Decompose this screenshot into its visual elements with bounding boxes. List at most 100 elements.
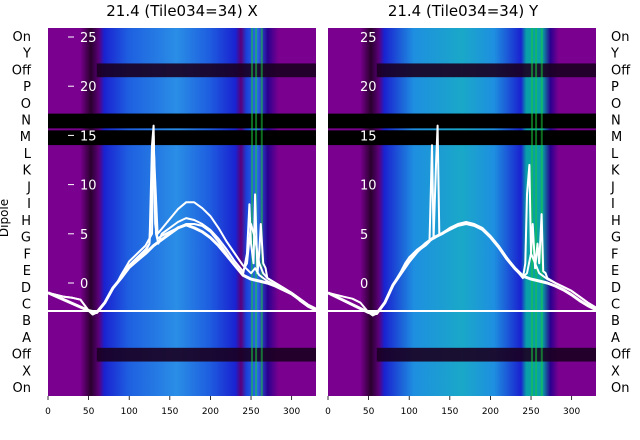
inner-ytick-label: 10 bbox=[360, 179, 377, 194]
xtick-label: 0 bbox=[45, 407, 51, 417]
row-label-5: N bbox=[611, 114, 621, 129]
row-label-3: P bbox=[23, 80, 31, 95]
row-label-13: F bbox=[611, 247, 618, 262]
panel-right-title: 21.4 (Tile034=34) Y bbox=[388, 2, 539, 20]
green-column-2 bbox=[540, 28, 543, 396]
y-axis-label-dipole: Dipole bbox=[0, 199, 11, 237]
xtick-label: 150 bbox=[161, 407, 178, 417]
row-label-19: Off bbox=[12, 348, 32, 363]
xtick-label: 300 bbox=[283, 407, 300, 417]
inner-ytick-label: 25 bbox=[360, 31, 377, 46]
panel-left-heatmap bbox=[48, 28, 316, 396]
black-band-row-5 bbox=[328, 113, 596, 129]
inner-ytick-label: 5 bbox=[80, 228, 88, 243]
xtick-label: 50 bbox=[363, 407, 375, 417]
trace-series-3 bbox=[47, 223, 317, 314]
inner-ytick-label: 10 bbox=[80, 179, 97, 194]
row-label-16: C bbox=[611, 298, 620, 313]
xtick-label: 250 bbox=[522, 407, 539, 417]
row-label-9: J bbox=[26, 180, 31, 195]
row-label-17: B bbox=[22, 314, 31, 329]
inner-ytick-label: 25 bbox=[80, 31, 97, 46]
row-label-2: Off bbox=[12, 63, 32, 78]
row-label-0: On bbox=[13, 30, 31, 45]
panel-right-inner-yticks: 0 5 10 15 20 25 bbox=[316, 31, 377, 292]
xtick-label: 300 bbox=[563, 407, 580, 417]
row-label-11: H bbox=[611, 214, 621, 229]
row-label-2: Off bbox=[611, 63, 631, 78]
dark-band-row-19 bbox=[96, 347, 317, 362]
inner-ytick-label: 15 bbox=[360, 129, 377, 144]
row-label-10: I bbox=[27, 197, 31, 212]
inner-ytick-label: 0 bbox=[360, 277, 368, 292]
black-band-row-6 bbox=[48, 130, 316, 146]
black-band-row-6 bbox=[328, 130, 596, 146]
inner-ytick-label: 20 bbox=[360, 80, 377, 95]
row-label-4: O bbox=[611, 97, 621, 112]
row-label-12: G bbox=[21, 231, 31, 246]
row-label-19: Off bbox=[611, 348, 631, 363]
inner-ytick-label: 0 bbox=[80, 277, 88, 292]
panel-left-traces bbox=[47, 124, 317, 316]
panel-left-xticks: 0 50 100 150 200 250 300 bbox=[45, 396, 300, 417]
row-label-3: P bbox=[611, 80, 619, 95]
inner-ytick-label: 20 bbox=[80, 80, 97, 95]
row-label-14: E bbox=[611, 264, 619, 279]
xtick-label: 100 bbox=[121, 407, 138, 417]
row-label-10: I bbox=[611, 197, 615, 212]
row-label-16: C bbox=[22, 298, 31, 313]
row-label-18: A bbox=[22, 331, 31, 346]
green-column-1 bbox=[535, 28, 538, 396]
xtick-label: 100 bbox=[401, 407, 418, 417]
panel-right: 21.4 (Tile034=34) Y OnYOffPONMLKJIHGFEDC… bbox=[316, 2, 631, 417]
panel-left-inner-yticks: 0 5 10 15 20 25 bbox=[68, 31, 97, 292]
green-column-0 bbox=[531, 28, 534, 396]
dark-band-row-2 bbox=[96, 63, 317, 78]
row-label-12: G bbox=[611, 231, 621, 246]
xtick-label: 200 bbox=[482, 407, 499, 417]
trace-series-2 bbox=[327, 221, 597, 315]
row-label-21: On bbox=[13, 381, 31, 396]
inner-ytick-label: 15 bbox=[80, 129, 97, 144]
row-label-9: J bbox=[610, 180, 615, 195]
inner-ytick-label: 5 bbox=[360, 228, 368, 243]
row-label-8: K bbox=[22, 164, 31, 179]
panel-right-heatmap bbox=[328, 28, 596, 396]
row-label-13: F bbox=[24, 247, 31, 262]
row-label-1: Y bbox=[22, 47, 31, 62]
xtick-label: 0 bbox=[325, 407, 331, 417]
dark-band-row-2 bbox=[376, 63, 596, 78]
row-label-7: L bbox=[611, 147, 619, 162]
xtick-label: 150 bbox=[441, 407, 458, 417]
row-label-5: N bbox=[21, 114, 31, 129]
row-label-17: B bbox=[611, 314, 620, 329]
panel-left: 21.4 (Tile034=34) X OnYOffPONMLKJIHGFEDC… bbox=[12, 2, 317, 417]
dark-band-row-19 bbox=[376, 347, 596, 362]
row-label-4: O bbox=[21, 97, 31, 112]
row-label-20: X bbox=[611, 364, 620, 379]
xtick-label: 250 bbox=[242, 407, 259, 417]
row-label-18: A bbox=[611, 331, 620, 346]
row-label-20: X bbox=[22, 364, 31, 379]
green-column-2 bbox=[260, 28, 263, 396]
row-label-14: E bbox=[23, 264, 31, 279]
panel-right-xticks: 0 50 100 150 200 250 300 bbox=[325, 396, 580, 417]
row-label-6: M bbox=[20, 130, 31, 145]
panel-left-title: 21.4 (Tile034=34) X bbox=[106, 2, 257, 20]
xtick-label: 50 bbox=[83, 407, 95, 417]
row-label-11: H bbox=[21, 214, 31, 229]
panel-right-traces bbox=[327, 124, 597, 317]
row-label-1: Y bbox=[610, 47, 619, 62]
row-label-15: D bbox=[21, 281, 31, 296]
row-label-7: L bbox=[24, 147, 32, 162]
row-label-6: M bbox=[611, 130, 622, 145]
row-label-21: On bbox=[611, 381, 629, 396]
row-label-8: K bbox=[611, 164, 620, 179]
xtick-label: 200 bbox=[202, 407, 219, 417]
black-band-row-5 bbox=[48, 113, 316, 129]
panel-right-bands bbox=[328, 28, 596, 396]
row-label-0: On bbox=[611, 30, 629, 45]
